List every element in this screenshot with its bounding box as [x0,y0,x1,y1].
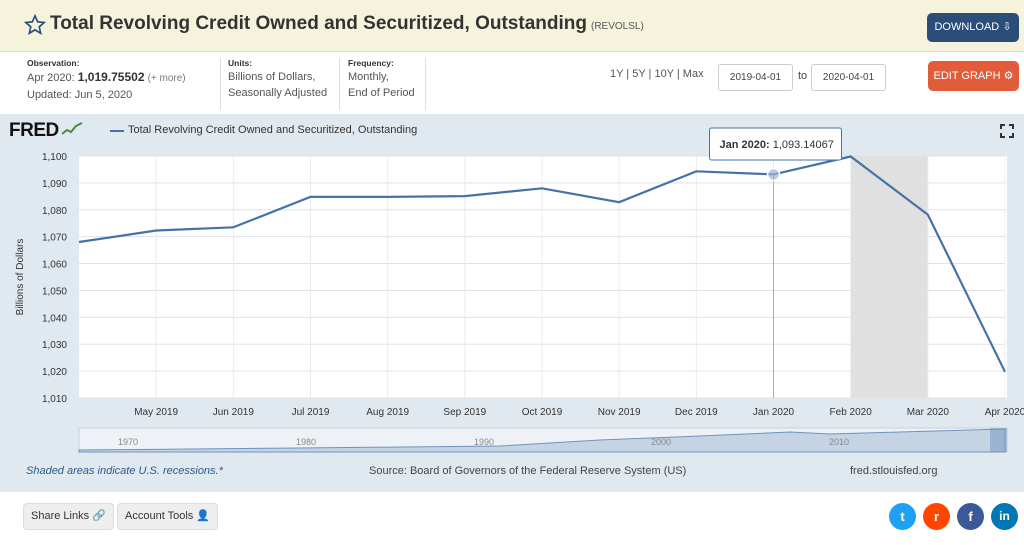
divider [425,58,426,110]
gear-icon: ⚙ [1003,70,1014,82]
y-tick-label: 1,080 [42,206,67,217]
tooltip-text: Jan 2020: 1,093.14067 [720,139,834,151]
y-tick-label: 1,100 [42,152,67,163]
facebook-icon[interactable]: f [957,503,984,530]
navigator-area [78,428,1006,453]
share-links-button[interactable]: Share Links 🔗 [23,503,114,530]
navigator-year-label: 1980 [296,437,316,447]
chart-svg[interactable]: May 2019 Jun 2019 Jul 2019 Aug 2019 Sep 2019… [0,114,1024,464]
x-tick-label: Feb 2020 [830,407,873,418]
twitter-icon[interactable]: t [889,503,916,530]
source-text: Source: Board of Governors of the Federa… [369,465,687,477]
units-value-1: Billions of Dollars, [228,71,316,83]
x-tick-label: Jul 2019 [292,407,330,418]
range-selector[interactable]: 1Y | 5Y | 10Y | Max [610,68,704,80]
edit-graph-button[interactable]: EDIT GRAPH ⚙ [928,61,1019,91]
y-tick-label: 1,020 [42,367,67,378]
frequency-value-1: Monthly, [348,71,389,83]
tooltip-value: 1,093.14067 [770,139,834,151]
frequency-block: Frequency: Monthly, End of Period [348,58,415,101]
download-icon: ⇩ [1002,21,1012,33]
y-tick-label: 1,070 [42,233,67,244]
series-code: (REVOLSL) [590,21,644,32]
frequency-value-2: End of Period [348,87,415,99]
start-date-input[interactable]: 2019-04-01 [718,64,793,91]
y-tick-label: 1,030 [42,340,67,351]
site-link[interactable]: fred.stlouisfed.org [850,465,938,477]
navigator-year-label: 2010 [829,437,849,447]
series-line[interactable] [78,155,1006,373]
fred-logo: FRED [9,120,83,142]
y-tick-label: 1,050 [42,286,67,297]
linkedin-icon[interactable]: in [991,503,1018,530]
divider [339,58,340,110]
observation-block: Observation: Apr 2020: 1,019.75502 (+ mo… [27,58,186,103]
x-tick-label: May 2019 [134,407,178,418]
frequency-label: Frequency: [348,58,394,68]
observation-value: 1,019.75502 [77,70,145,84]
to-label: to [798,70,808,82]
y-axis-label: Billions of Dollars [15,239,26,316]
hover-point [766,167,781,182]
x-tick-label: Jun 2019 [213,407,255,418]
page-title: Total Revolving Credit Owned and Securit… [50,13,644,34]
observation-label: Observation: [27,58,80,68]
navigator-year-label: 2000 [651,437,671,447]
user-icon: 👤 [196,510,211,522]
recession-shade [850,156,928,398]
x-tick-label: Dec 2019 [675,407,718,418]
tooltip-date: Jan 2020: [720,139,770,151]
y-tick-label: 1,010 [42,394,67,405]
observation-date: Apr 2020: [27,72,75,84]
navigator-year-label: 1990 [474,437,494,447]
units-label: Units: [228,58,253,68]
navigator-year-label: 1970 [118,437,138,447]
x-tick-label: Mar 2020 [907,407,950,418]
legend-swatch [110,130,124,132]
y-tick-label: 1,060 [42,260,67,271]
x-tick-label: Nov 2019 [598,407,641,418]
more-link[interactable]: (+ more) [147,73,186,84]
account-tools-button[interactable]: Account Tools 👤 [117,503,219,530]
units-value-2: Seasonally Adjusted [228,87,328,99]
end-date-input[interactable]: 2020-04-01 [811,64,886,91]
updated-date: Updated: Jun 5, 2020 [27,89,133,101]
link-icon: 🔗 [92,510,106,522]
tooltip-box [709,127,842,161]
x-tick-label: Aug 2019 [366,407,409,418]
reddit-icon[interactable]: r [923,503,950,530]
legend-label: Total Revolving Credit Owned and Securit… [128,124,418,136]
download-button[interactable]: DOWNLOAD ⇩ [927,13,1019,42]
x-tick-label: Oct 2019 [522,407,563,418]
navigator-selection[interactable] [990,428,1007,452]
header-bar: Total Revolving Credit Owned and Securit… [0,0,1024,52]
recession-note: Shaded areas indicate U.S. recessions.* [26,465,223,477]
fred-logo-graph-icon [61,122,83,135]
star-icon[interactable] [24,14,46,36]
units-block: Units: Billions of Dollars, Seasonally A… [228,58,327,101]
y-tick-label: 1,090 [42,179,67,190]
x-tick-label: Jan 2020 [753,407,795,418]
fullscreen-icon[interactable] [1000,124,1014,138]
y-tick-label: 1,040 [42,313,67,324]
x-tick-label: Apr 2020 [985,407,1024,418]
divider [220,58,221,110]
x-tick-label: Sep 2019 [443,407,486,418]
